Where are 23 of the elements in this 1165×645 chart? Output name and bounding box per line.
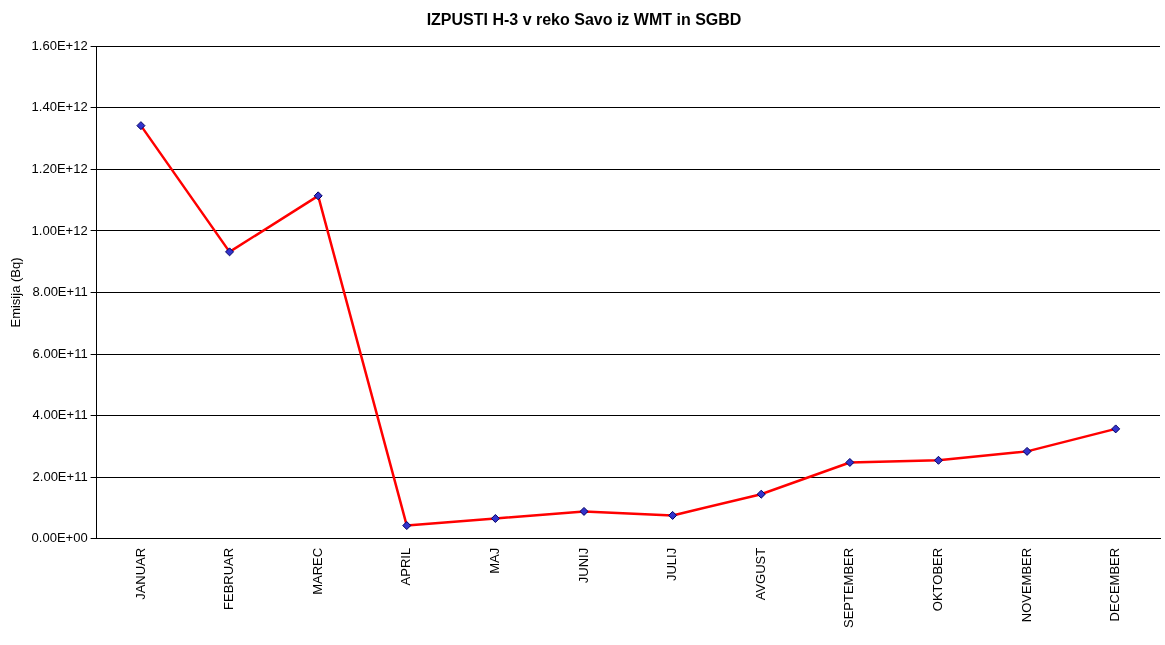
x-tick-label: JULIJ: [664, 547, 680, 582]
y-tick-label: 1.00E+12: [31, 222, 88, 238]
x-tick-label: AVGUST: [752, 547, 768, 601]
y-tick-label: 4.00E+11: [32, 407, 88, 423]
y-tick-label: 2.00E+11: [32, 468, 88, 484]
x-tick-label: APRIL: [398, 547, 414, 586]
x-tick-label: FEBRUAR: [221, 547, 237, 610]
y-tick-label: 8.00E+11: [32, 284, 88, 300]
x-tick-label: NOVEMBER: [1018, 547, 1034, 623]
x-tick-label: SEPTEMBER: [841, 547, 857, 628]
x-tick-label: JUNIJ: [575, 547, 591, 584]
y-tick-label: 1.20E+12: [31, 160, 88, 176]
chart-title: IZPUSTI H-3 v reko Savo iz WMT in SGBD: [426, 11, 742, 29]
y-axis-title: Emisija (Bq): [8, 257, 24, 328]
y-tick-label: 0.00E+00: [31, 530, 88, 546]
x-tick-label: MAJ: [486, 547, 502, 574]
x-tick-label: JANUAR: [132, 547, 148, 600]
x-tick-label: OKTOBER: [930, 547, 946, 612]
y-tick-label: 6.00E+11: [32, 345, 88, 361]
x-tick-label: DECEMBER: [1107, 547, 1123, 622]
y-tick-label: 1.60E+12: [31, 37, 88, 53]
y-tick-label: 1.40E+12: [31, 99, 88, 115]
x-tick-label: MAREC: [309, 547, 325, 595]
